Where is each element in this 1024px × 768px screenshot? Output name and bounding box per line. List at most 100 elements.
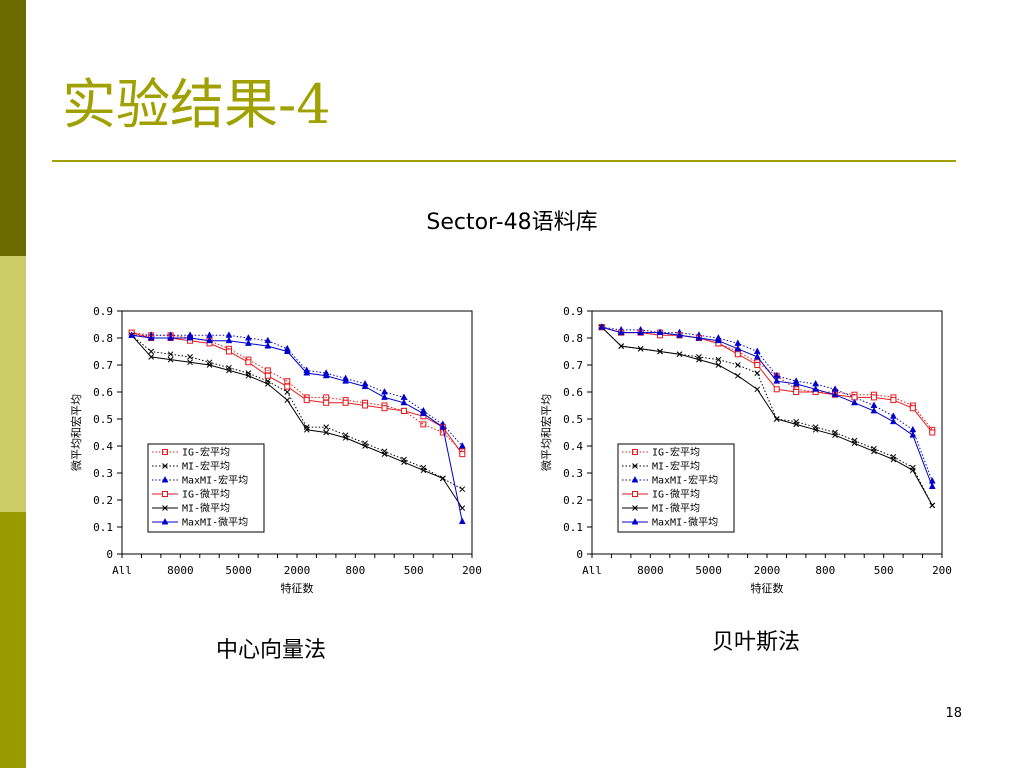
legend-label: MI-宏平均 (652, 460, 700, 473)
legend-label: MI-微平均 (652, 502, 700, 515)
point-marker (832, 432, 838, 439)
point-marker (696, 356, 702, 363)
slide-title: 实验结果-4 (62, 73, 331, 136)
y-tick-label: 0.9 (563, 305, 583, 318)
legend-box (147, 443, 265, 533)
point-marker (734, 372, 741, 379)
x-axis-label: 特征数 (751, 581, 784, 595)
point-marker (632, 449, 638, 455)
series-5 (128, 331, 466, 525)
y-tick-label: 0.1 (563, 521, 583, 534)
point-marker (773, 416, 780, 422)
point-marker (439, 423, 447, 430)
point-marker (420, 467, 427, 474)
point-marker (167, 351, 174, 358)
point-marker (361, 382, 369, 390)
point-marker (167, 333, 175, 341)
point-marker (632, 505, 638, 511)
point-marker (831, 390, 839, 398)
point-marker (871, 448, 877, 455)
point-marker (695, 333, 703, 341)
legend: IG-宏平均MI-宏平均MaxMI-宏平均IG-微平均MI-微平均MaxMI-微… (147, 443, 265, 533)
point-marker (870, 394, 877, 401)
point-marker (890, 397, 897, 404)
x-tick-label: All (582, 564, 602, 577)
point-marker (459, 505, 466, 511)
point-marker (128, 331, 136, 338)
legend-label: MaxMI-宏平均 (182, 474, 248, 487)
point-marker (342, 377, 350, 384)
point-marker (793, 389, 800, 395)
point-marker (284, 389, 291, 395)
point-marker (420, 421, 427, 428)
point-marker (632, 491, 638, 497)
legend-label: MaxMI-微平均 (652, 516, 718, 529)
point-marker (284, 383, 291, 390)
point-marker (458, 441, 466, 449)
point-marker (631, 517, 639, 525)
page-number: 18 (945, 706, 962, 721)
point-marker (734, 344, 742, 352)
point-marker (637, 328, 645, 336)
point-marker (928, 482, 936, 489)
x-tick-label: 8000 (167, 564, 194, 577)
point-marker (792, 379, 800, 387)
y-axis-label: 微平均和宏平均 (69, 394, 83, 471)
point-marker (889, 417, 897, 425)
point-marker (598, 323, 606, 330)
y-tick-label: 0 (106, 548, 113, 561)
point-marker (225, 336, 233, 344)
side-bar-bottom (0, 512, 26, 768)
point-marker (812, 426, 819, 433)
legend-label: MaxMI-微平均 (182, 516, 248, 529)
y-tick-label: 0.3 (93, 467, 113, 480)
series-line (131, 332, 463, 452)
x-tick-label: 5000 (225, 564, 252, 577)
point-marker (147, 333, 155, 341)
point-marker (162, 449, 168, 455)
y-tick-label: 0.4 (93, 440, 113, 453)
x-tick-label: 800 (815, 564, 835, 577)
legend-label: IG-微平均 (652, 488, 700, 501)
point-marker (225, 348, 232, 355)
y-tick-label: 0.6 (563, 386, 583, 399)
point-marker (245, 372, 252, 379)
point-marker (812, 385, 820, 392)
point-marker (187, 354, 193, 360)
point-marker (342, 435, 349, 441)
x-tick-label: 5000 (695, 564, 722, 577)
series-line (601, 326, 933, 487)
x-tick-label: 500 (404, 564, 424, 577)
point-marker (617, 328, 625, 336)
point-marker (929, 502, 936, 509)
point-marker (754, 386, 761, 393)
legend-box (617, 443, 735, 533)
point-marker (656, 328, 664, 336)
point-marker (303, 426, 310, 433)
point-marker (362, 443, 368, 449)
slide-subtitle: Sector-48语料库 (426, 210, 598, 235)
point-marker (459, 451, 466, 458)
point-marker (186, 333, 194, 341)
point-marker (851, 440, 858, 447)
point-marker (657, 348, 663, 355)
point-marker (381, 405, 388, 412)
chart-bayes-svg: 0 0.1 0.2 0.3 0.4 0.5 0.6 0.7 0.8 0.9 All 8000 5000 2… (539, 305, 952, 595)
point-marker (161, 517, 169, 525)
legend: IG-宏平均MI-宏平均MaxMI-宏平均IG-微平均MI-微平均MaxMI-微… (617, 443, 735, 533)
point-marker (793, 421, 800, 428)
side-bar-middle (0, 256, 26, 512)
legend-label: MaxMI-宏平均 (652, 474, 718, 487)
chart-centroid-svg: 0 0.1 0.2 0.3 0.4 0.5 0.6 0.7 0.8 0.9 All 8000 5000 2… (69, 305, 482, 595)
point-marker (322, 371, 330, 379)
point-marker (264, 381, 271, 387)
point-marker (637, 345, 644, 352)
point-marker (458, 517, 466, 525)
caption-centroid: 中心向量法 (216, 638, 327, 663)
point-marker (419, 409, 427, 417)
point-marker (909, 467, 916, 474)
point-marker (362, 402, 369, 409)
point-marker (459, 486, 466, 493)
point-marker (773, 386, 780, 393)
y-tick-label: 0.9 (93, 305, 113, 318)
